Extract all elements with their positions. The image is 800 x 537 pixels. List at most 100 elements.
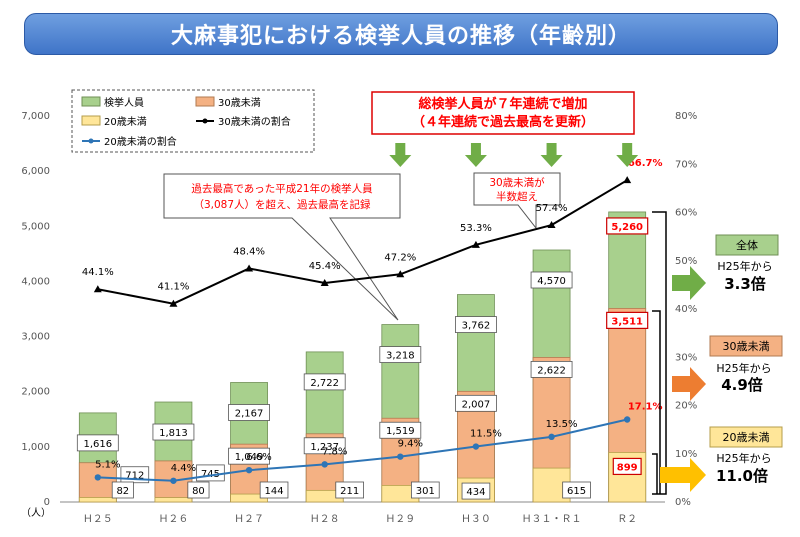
point-ratio20 xyxy=(245,466,253,474)
side-panel-under20-sub: H25年から xyxy=(716,451,771,465)
callout-record-line2: （3,087人）を超え、過去最高を記録 xyxy=(193,198,371,211)
point-ratio20 xyxy=(397,453,404,460)
ratio-lines: 44.1% 41.1% 48.4% 45.4% 47.2% 53.3% 57.4% 66.7%… xyxy=(82,158,663,484)
value-label-under20: 301 xyxy=(416,486,435,497)
callout-half-line2: 半数超え xyxy=(496,190,538,203)
data-label-ratio30: 44.1% xyxy=(82,267,114,278)
point-ratio30 xyxy=(320,278,329,286)
value-label-under20: 211 xyxy=(340,486,359,497)
arrow-total xyxy=(672,266,706,300)
side-arrows xyxy=(660,266,706,492)
value-label-total: 3,218 xyxy=(386,351,415,362)
x-tick-label: Ｈ３０ xyxy=(461,514,491,525)
bars: 1,616 1,813 2,167 2,722 3,218 3,762 4,570 5,260… xyxy=(76,211,649,503)
point-ratio20 xyxy=(94,474,102,481)
value-label-total-box xyxy=(152,423,195,441)
value-label-under20-box xyxy=(612,457,642,476)
value-label-total: 5,260 xyxy=(611,222,643,233)
value-label-under30-box xyxy=(228,447,270,465)
down-arrows xyxy=(389,143,639,167)
value-label-total: 3,762 xyxy=(462,321,491,332)
value-label-total-box xyxy=(228,404,270,421)
y-right-tick-label: 80% xyxy=(675,111,697,122)
chart-title: 大麻事犯における検挙人員の推移（年齢別） xyxy=(24,13,778,55)
down-arrow-icon xyxy=(464,143,487,167)
x-tick-label: Ｒ２ xyxy=(617,514,637,525)
point-ratio20 xyxy=(170,477,177,484)
value-label-under20: 144 xyxy=(265,486,284,497)
point-ratio30 xyxy=(245,264,254,272)
value-label-under20-box xyxy=(111,481,134,499)
value-label-total: 4,570 xyxy=(537,276,566,287)
side-panel-total-sub: H25年から xyxy=(717,259,772,273)
value-label-under20: 82 xyxy=(116,486,129,497)
value-label-under20-box xyxy=(411,481,440,499)
arrow-under20 xyxy=(660,458,706,492)
y-right-tick-label: 20% xyxy=(675,401,697,412)
side-panel-under20-value: 11.0倍 xyxy=(716,467,768,485)
callout-record: 過去最高であった平成21年の検挙人員 （3,087人）を超え、過去最高を記録 xyxy=(163,173,401,321)
line-ratio20 xyxy=(97,418,628,482)
value-label-under30: 1,519 xyxy=(386,426,415,437)
value-label-total: 2,722 xyxy=(310,378,339,389)
x-tick-label: Ｈ２９ xyxy=(385,514,415,525)
y-unit-label: （人） xyxy=(21,507,51,519)
axes: 0 1,000 2,000 3,000 4,000 5,000 6,000 7,000 0% 10… xyxy=(21,111,697,525)
y-left-tick-label: 1,000 xyxy=(21,442,50,453)
x-tick-label: Ｈ２７ xyxy=(234,514,264,525)
data-label-ratio20: 4.4% xyxy=(171,463,196,474)
value-label-under30: 3,511 xyxy=(611,316,643,327)
data-label-ratio20: 13.5% xyxy=(546,419,578,430)
brackets xyxy=(652,211,667,495)
value-label-total: 1,813 xyxy=(159,428,188,439)
down-arrow-icon xyxy=(389,143,412,167)
value-label-under30: 1,237 xyxy=(310,442,339,453)
side-panel-total: 全体 H25年から 3.3倍 xyxy=(715,234,779,293)
headline-box: 総検挙人員が７年連続で増加 （４年連続で過去最高を更新） xyxy=(371,91,635,135)
point-ratio30 xyxy=(471,240,480,248)
data-label-ratio20: 17.1% xyxy=(628,401,663,412)
data-label-ratio20: 11.5% xyxy=(470,429,502,440)
legend-label-under30: 30歳未満 xyxy=(218,97,261,109)
y-right-tick-label: 30% xyxy=(675,352,697,363)
value-label-under20-box xyxy=(461,482,491,500)
side-panel-under20-label: 20歳未満 xyxy=(723,431,770,444)
data-label-ratio20: 9.4% xyxy=(398,439,423,450)
headline-line1: 総検挙人員が７年連続で増加 xyxy=(418,96,587,112)
x-tick-label: Ｈ２８ xyxy=(310,514,340,525)
data-label-ratio20: 5.1% xyxy=(95,459,120,470)
value-label-under30-box xyxy=(530,361,573,378)
value-label-total-box xyxy=(606,217,649,235)
value-label-under20-box xyxy=(562,481,591,499)
value-label-total-box xyxy=(76,434,119,452)
callout-record-line1: 過去最高であった平成21年の検挙人員 xyxy=(191,182,373,195)
value-label-under30: 2,007 xyxy=(462,399,491,410)
value-label-under20: 899 xyxy=(617,462,638,473)
line-ratio30 xyxy=(97,179,628,305)
value-label-under20: 80 xyxy=(192,486,205,497)
side-panel-under30-sub: H25年から xyxy=(716,361,771,375)
point-ratio30 xyxy=(93,285,102,293)
value-label-under20: 615 xyxy=(567,486,586,497)
y-right-tick-label: 70% xyxy=(675,159,697,170)
value-label-under30: 712 xyxy=(125,471,144,482)
y-left-tick-label: 0 xyxy=(44,497,50,508)
value-label-total-box xyxy=(303,373,346,391)
data-label-ratio30: 66.7% xyxy=(628,158,663,169)
data-label-ratio30: 57.4% xyxy=(536,203,568,214)
y-left-tick-label: 7,000 xyxy=(21,111,50,122)
value-label-under30: 745 xyxy=(201,469,220,480)
bar-under20 xyxy=(154,497,193,503)
value-label-total-box xyxy=(455,316,497,333)
legend-swatch-total xyxy=(81,96,101,107)
value-label-under30-box xyxy=(303,437,346,455)
y-right-tick-label: 10% xyxy=(675,449,697,460)
point-ratio30 xyxy=(547,221,556,229)
data-label-ratio30: 41.1% xyxy=(158,282,190,293)
value-label-under30-box xyxy=(379,421,422,439)
data-label-ratio30: 47.2% xyxy=(384,252,416,263)
y-right-tick-label: 40% xyxy=(675,304,697,315)
y-left-tick-label: 2,000 xyxy=(21,387,50,398)
y-left-tick-label: 4,000 xyxy=(21,276,50,287)
